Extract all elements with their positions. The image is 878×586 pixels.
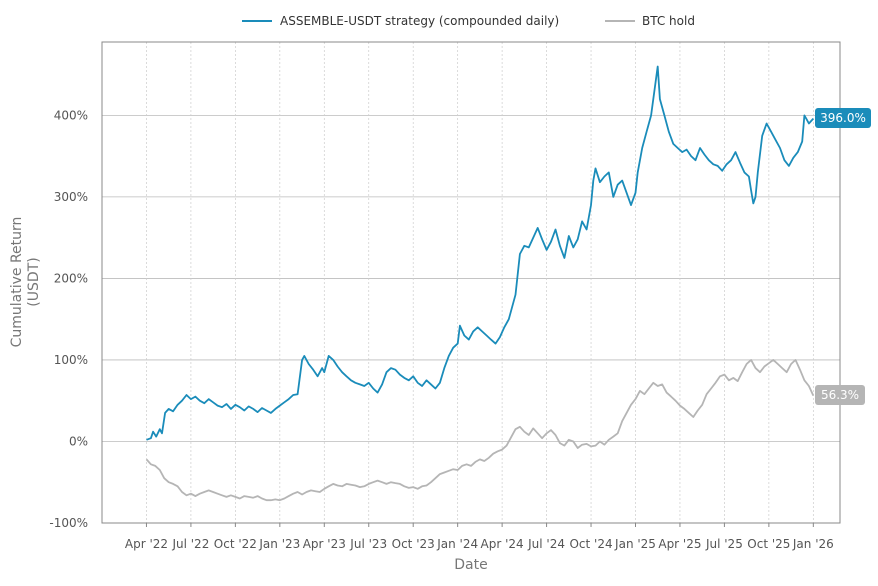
y-axis: -100% 0% 100% 200% 300% 400% bbox=[49, 108, 88, 530]
end-label-btc: 56.3% bbox=[815, 385, 865, 405]
x-tick-label: Jul '22 bbox=[171, 537, 209, 551]
y-tick-label: 0% bbox=[69, 434, 88, 448]
legend: ASSEMBLE-USDT strategy (compounded daily… bbox=[242, 14, 695, 28]
x-grid bbox=[146, 42, 814, 523]
y-tick-label: 100% bbox=[54, 353, 88, 367]
y-tick-label: 400% bbox=[54, 108, 88, 122]
x-axis: Apr '22 Jul '22 Oct '22 Jan '23 Apr '23 Jul '… bbox=[125, 523, 834, 551]
series-line-strategy bbox=[146, 65, 814, 441]
x-tick-label: Apr '25 bbox=[658, 537, 701, 551]
x-tick-label: Oct '22 bbox=[214, 537, 257, 551]
x-tick-label: Oct '23 bbox=[392, 537, 435, 551]
x-tick-label: Oct '25 bbox=[747, 537, 790, 551]
y-tick-label: -100% bbox=[49, 516, 88, 530]
plot-frame bbox=[101, 41, 841, 524]
x-axis-title: Date bbox=[454, 557, 487, 573]
end-label-btc-text: 56.3% bbox=[821, 388, 859, 402]
y-axis-title-line-2: (USDT) bbox=[26, 257, 42, 306]
x-tick-label: Jan '26 bbox=[792, 537, 834, 551]
x-tick-label: Jul '23 bbox=[349, 537, 387, 551]
series-line-btc bbox=[145, 359, 815, 502]
x-tick-label: Oct '24 bbox=[569, 537, 612, 551]
x-tick-label: Jan '25 bbox=[614, 537, 656, 551]
x-tick-label: Jan '23 bbox=[258, 537, 300, 551]
x-tick-label: Apr '24 bbox=[481, 537, 524, 551]
x-tick-label: Apr '23 bbox=[303, 537, 346, 551]
legend-label-btc: BTC hold bbox=[642, 14, 695, 28]
end-label-strategy: 396.0% bbox=[815, 108, 871, 128]
end-label-strategy-text: 396.0% bbox=[820, 111, 866, 125]
y-tick-label: 300% bbox=[54, 190, 88, 204]
x-tick-label: Jan '24 bbox=[436, 537, 478, 551]
x-tick-label: Jul '25 bbox=[705, 537, 743, 551]
legend-label-strategy: ASSEMBLE-USDT strategy (compounded daily… bbox=[280, 14, 559, 28]
y-tick-label: 200% bbox=[54, 271, 88, 285]
y-axis-title-line-1: Cumulative Return bbox=[9, 217, 25, 348]
end-label-btc-box bbox=[815, 385, 865, 405]
y-axis-title: Cumulative Return (USDT) bbox=[9, 217, 42, 348]
end-label-strategy-box bbox=[815, 108, 871, 128]
y-grid bbox=[102, 114, 840, 442]
x-tick-label: Apr '22 bbox=[125, 537, 168, 551]
x-tick-label: Jul '24 bbox=[527, 537, 565, 551]
